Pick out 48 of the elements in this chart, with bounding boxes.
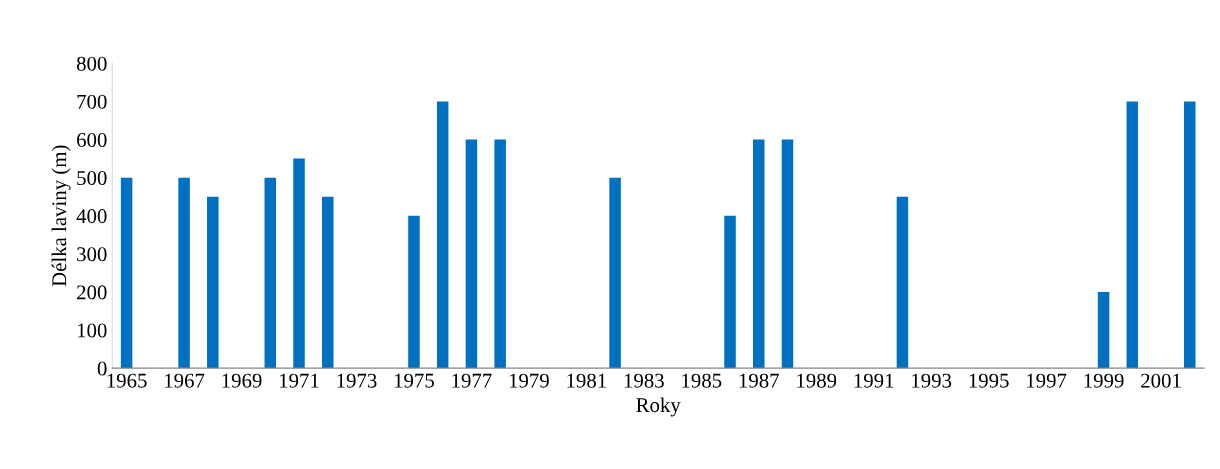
bar [436,101,449,369]
bar [207,196,219,369]
bar [408,215,420,369]
x-tick-label: 1983 [624,373,664,388]
x-tick-label: 1985 [682,373,722,388]
bar [465,139,478,369]
bar [494,139,506,369]
x-tick-label: 1969 [222,373,262,388]
bar [178,177,190,369]
bar [781,139,794,369]
bar [609,177,621,369]
x-tick-label: 1993 [912,373,952,388]
y-tick-label: 600 [77,132,107,147]
x-tick-label: 1989 [797,373,837,388]
bar [724,215,736,369]
x-tick-label: 1995 [969,373,1009,388]
bar [753,139,765,369]
x-tick-label: 1973 [337,373,377,388]
x-tick-label: 1971 [280,373,319,388]
bar [1097,291,1110,369]
x-tick-label: 1991 [854,373,894,388]
x-axis-title: Roky [636,397,681,417]
x-tick-label: 1981 [567,373,606,388]
y-tick-label: 400 [76,209,107,224]
x-tick-label: 1975 [394,373,434,388]
y-tick-label: 800 [76,56,107,71]
x-tick-label: 1965 [107,373,147,388]
y-tick-label: 200 [77,285,107,300]
x-tick-label: 1977 [452,373,492,388]
bar [264,177,277,369]
y-tick-label: 0 [97,361,107,376]
y-tick-label: 700 [77,94,107,109]
y-tick-label: 500 [77,171,107,186]
bar [896,196,909,369]
x-tick-label: 2001 [1141,373,1181,388]
y-tick-label: 300 [77,247,107,262]
x-tick-label: 1997 [1027,373,1067,388]
bar [322,196,334,369]
x-tick-label: 1987 [739,373,779,388]
y-tick-label: 100 [77,323,107,338]
x-tick-label: 1999 [1084,373,1124,388]
x-tick-label: 1979 [509,373,549,388]
bar [1184,101,1196,369]
x-tick-label: 1967 [165,373,205,388]
y-axis-title: Délka laviny (m) [51,145,71,287]
bar [1126,101,1139,369]
bar [120,177,133,369]
bar [293,158,305,369]
